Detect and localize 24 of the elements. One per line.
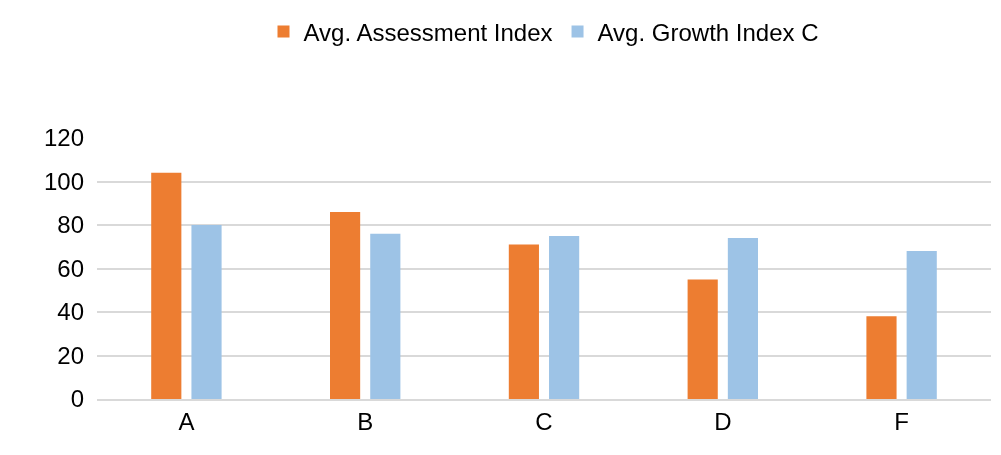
bar <box>370 233 401 399</box>
legend-label: Avg. Growth Index C <box>597 18 819 46</box>
bar <box>866 316 897 399</box>
y-tick-label: 60 <box>57 254 84 282</box>
x-tick-label: D <box>714 407 732 435</box>
y-tick-label: 20 <box>57 341 84 369</box>
legend-label: Avg. Assessment Index <box>303 18 553 46</box>
x-tick-label: A <box>178 407 195 435</box>
x-tick-label: B <box>357 407 374 435</box>
bar <box>687 279 718 399</box>
bar <box>151 172 182 399</box>
bar <box>549 235 580 399</box>
y-tick-label: 120 <box>43 124 84 152</box>
y-tick-label: 80 <box>57 211 84 239</box>
x-tick-label: C <box>535 407 553 435</box>
y-tick-label: 40 <box>57 298 84 326</box>
bar <box>727 238 758 399</box>
bar <box>191 225 222 399</box>
y-tick-label: 100 <box>43 167 84 195</box>
bar <box>330 211 361 399</box>
bar <box>906 251 937 399</box>
y-tick-label: 0 <box>70 385 84 413</box>
bar <box>508 244 539 399</box>
x-tick-label: F <box>894 407 909 435</box>
